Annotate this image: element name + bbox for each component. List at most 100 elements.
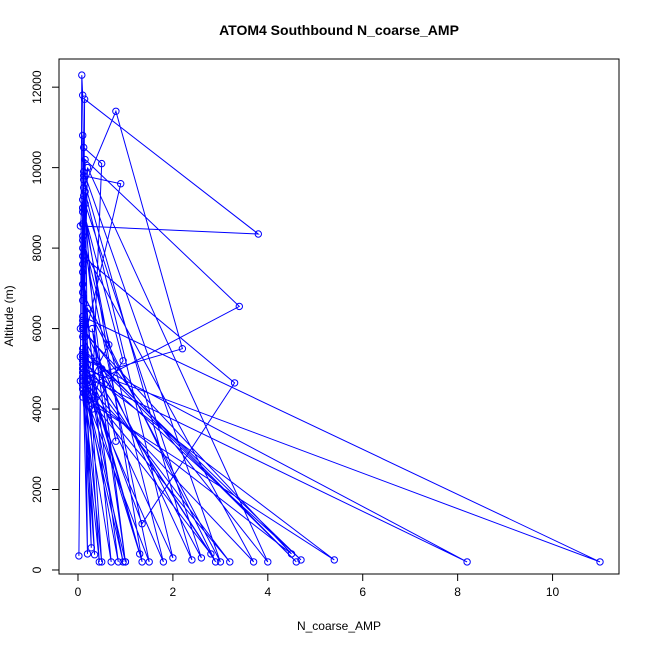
data-point [90,551,99,559]
x-tick-label: 8 [454,585,461,599]
y-axis-title: Altitude (m) [2,285,16,346]
data-point [95,558,104,566]
data-point [98,558,106,566]
y-tick-label: 4000 [30,395,44,422]
data-point [80,192,88,200]
data-point [79,349,87,357]
data-point [79,268,87,276]
data-point [79,252,87,260]
data-point [112,437,120,445]
data-point [159,558,168,566]
data-point [79,393,87,401]
data-point [80,95,89,103]
x-axis-title: N_coarse_AMP [297,619,381,633]
data-point [121,558,130,566]
data-point [83,397,92,405]
data-point [80,172,88,180]
data-point [226,558,234,566]
data-point [78,71,86,79]
chart-title: ATOM4 Southbound N_coarse_AMP [219,22,459,38]
data-point [93,357,101,365]
data-point [107,558,115,566]
data-point [596,558,604,566]
data-point [79,357,87,365]
data-point [254,230,262,238]
series-line [78,75,601,563]
data-point [79,232,87,240]
y-tick-label: 0 [30,566,44,573]
data-point [76,324,85,333]
data-point [79,244,87,252]
data-point [297,556,305,564]
data-point [249,558,258,566]
data-point [79,196,87,204]
data-point [81,332,89,341]
y-tick-label: 12000 [30,70,44,104]
data-point [81,349,89,357]
data-point [79,208,87,216]
data-point [79,220,87,228]
data-point [98,365,106,373]
data-point [207,550,215,558]
data-point [117,180,125,188]
x-tick-label: 4 [264,585,271,599]
data-point [83,304,92,313]
data-point [119,558,127,566]
data-point [79,381,87,389]
x-tick-label: 6 [359,585,366,599]
data-point [88,405,96,413]
y-tick-label: 2000 [30,476,44,503]
data-point [81,200,89,208]
data-point [83,550,92,558]
data-point [79,361,87,369]
data-point [79,91,87,99]
data-point [112,107,120,116]
data-point [88,393,96,401]
data-point [330,556,338,564]
data-point [79,345,87,353]
data-point [98,159,106,168]
data-point [80,184,88,192]
data-point [79,260,87,268]
data-point [81,389,89,397]
data-point [138,520,146,528]
series-lines [78,75,601,563]
data-point [79,312,87,321]
data-point [83,163,92,172]
data-point [88,324,96,333]
data-point [79,332,87,341]
data-point [211,558,220,566]
data-point [235,302,244,311]
data-point [463,558,471,566]
y-tick-label: 10000 [30,151,44,185]
data-point [145,558,153,566]
data-point [138,558,146,566]
data-point [79,236,87,244]
data-point [79,353,87,361]
y-tick-label: 6000 [30,315,44,342]
data-point [79,204,87,212]
x-tick-label: 10 [546,585,560,599]
data-point [114,558,123,566]
data-point [79,369,87,377]
data-point [79,131,87,140]
data-point [79,316,87,325]
x-tick-label: 2 [170,585,177,599]
data-point [76,353,85,361]
data-point [81,373,89,381]
data-point [87,544,96,552]
x-axis: 0 2 4 6 8 10 [75,573,560,599]
series-points [75,71,604,566]
data-point [197,554,206,562]
data-point [230,379,239,387]
data-point [169,554,177,562]
data-point [292,558,300,566]
data-point [216,558,225,566]
plot-frame [58,58,620,575]
data-point [79,296,87,305]
data-point [79,373,87,381]
data-point [75,552,83,560]
data-point [287,550,296,558]
data-point [264,558,272,566]
